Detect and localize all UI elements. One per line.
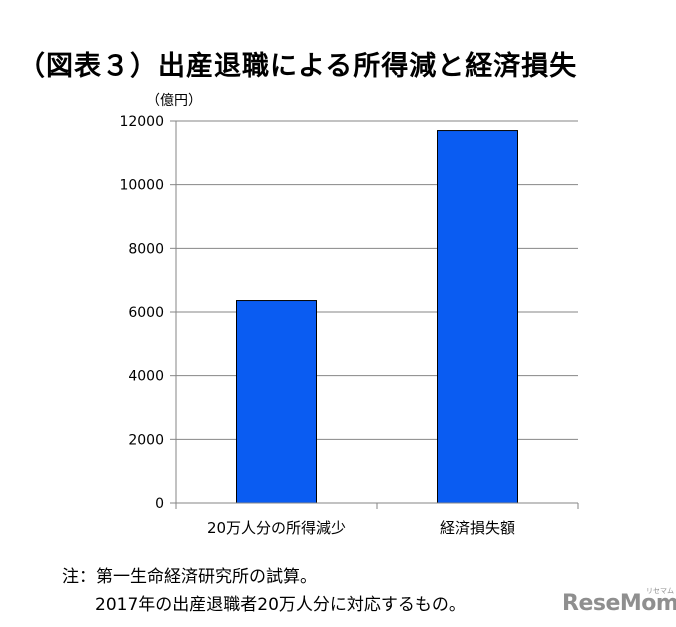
y-tick-label-4000: 4000 — [128, 369, 164, 385]
y-tick-label-10000: 10000 — [119, 178, 164, 194]
bar-0 — [236, 300, 317, 504]
axes — [170, 120, 579, 509]
resemom-logo-sub: リセマム — [646, 587, 674, 595]
note-line-2: 2017年の出産退職者20万人分に対応するもの。 — [95, 595, 466, 615]
bars — [236, 130, 518, 504]
bar-chart: 0 2000 4000 6000 8000 10000 12000 20万人分の所得減少 経済損… — [119, 114, 579, 537]
y-tick-label-12000: 12000 — [119, 114, 164, 130]
y-tick-label-2000: 2000 — [128, 432, 164, 448]
resemom-logo: ReseMom — [562, 591, 676, 616]
chart-title: （図表３）出産退職による所得減と経済損失 — [18, 51, 578, 82]
x-category-label-1: 経済損失額 — [440, 519, 515, 537]
y-tick-label-0: 0 — [155, 496, 164, 512]
y-unit-label: （億円） — [146, 93, 202, 109]
bar-1 — [437, 130, 518, 504]
y-tick-label-8000: 8000 — [128, 241, 164, 257]
tick-labels: 0 2000 4000 6000 8000 10000 12000 20万人分の所得減少 経済損… — [119, 114, 515, 537]
x-category-label-0: 20万人分の所得減少 — [207, 519, 346, 537]
y-tick-label-6000: 6000 — [128, 305, 164, 321]
note-line-1: 注：第一生命経済研究所の試算。 — [62, 567, 317, 587]
